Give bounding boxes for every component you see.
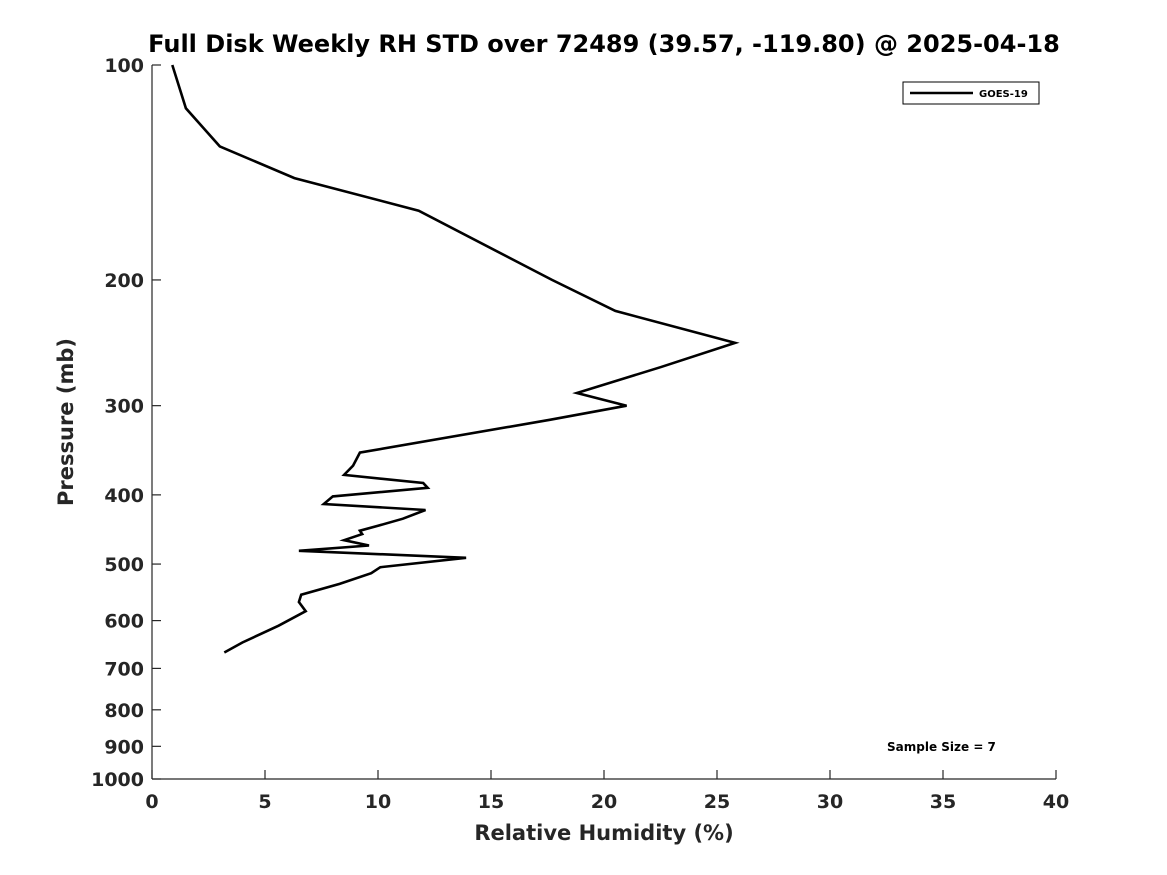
y-axis-ticks: 100 200 300 400 500 600 700 800 900 1000 xyxy=(91,55,161,791)
x-axis-label: Relative Humidity (%) xyxy=(474,821,733,845)
y-tick-label-100: 100 xyxy=(104,55,144,77)
y-tick-label-700: 700 xyxy=(104,658,144,680)
y-tick-label-300: 300 xyxy=(104,396,144,418)
chart-title: Full Disk Weekly RH STD over 72489 (39.5… xyxy=(148,30,1060,58)
x-axis-ticks: 0 5 10 15 20 25 30 35 40 xyxy=(145,770,1069,813)
y-axis-label: Pressure (mb) xyxy=(54,338,78,506)
y-tick-label-500: 500 xyxy=(104,554,144,576)
y-tick-label-200: 200 xyxy=(104,270,144,292)
x-tick-label-35: 35 xyxy=(930,791,956,813)
y-tick-label-900: 900 xyxy=(104,736,144,758)
series-layer xyxy=(171,64,740,654)
legend-label-goes-19: GOES-19 xyxy=(979,89,1028,100)
x-tick-label-15: 15 xyxy=(478,791,504,813)
sample-size-annotation: Sample Size = 7 xyxy=(887,740,996,754)
x-tick-label-25: 25 xyxy=(704,791,730,813)
legend: GOES-19 xyxy=(902,81,1040,105)
x-tick-label-30: 30 xyxy=(817,791,843,813)
y-tick-label-400: 400 xyxy=(104,485,144,507)
y-tick-label-600: 600 xyxy=(104,611,144,633)
x-tick-label-20: 20 xyxy=(591,791,617,813)
y-tick-label-800: 800 xyxy=(104,700,144,722)
y-tick-label-1000: 1000 xyxy=(91,769,144,791)
series-line-goes-19 xyxy=(171,64,740,654)
plot-area xyxy=(152,65,1056,779)
x-tick-label-0: 0 xyxy=(145,791,158,813)
x-tick-label-5: 5 xyxy=(258,791,271,813)
x-tick-label-10: 10 xyxy=(365,791,391,813)
x-tick-label-40: 40 xyxy=(1043,791,1069,813)
